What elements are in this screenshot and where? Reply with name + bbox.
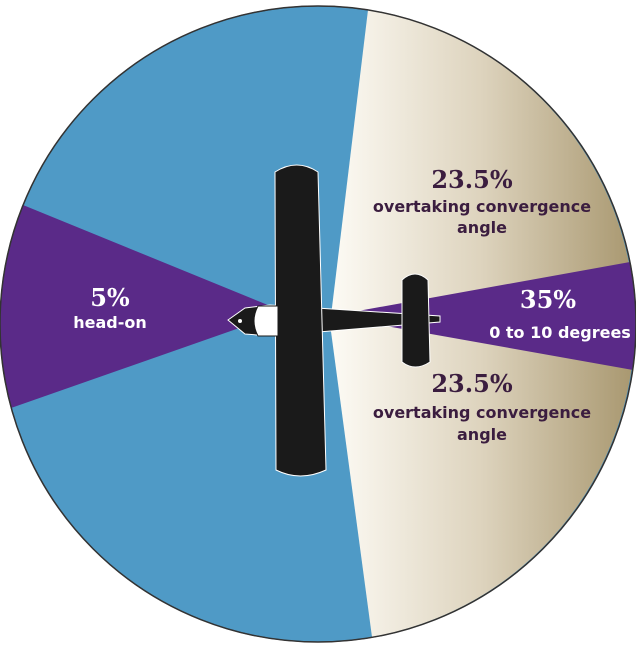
lower-label-2: angle xyxy=(457,425,507,444)
circle-outline xyxy=(0,5,636,643)
upper-percent: 23.5% xyxy=(431,165,512,194)
airplane xyxy=(227,164,441,477)
lower-label-1: overtaking convergence xyxy=(373,403,591,422)
upper-label-1: overtaking convergence xyxy=(373,197,591,216)
upper-label-2: angle xyxy=(457,218,507,237)
tail-label: 0 to 10 degrees xyxy=(489,323,631,342)
head-on-label: head-on xyxy=(73,313,147,332)
head-on-percent: 5% xyxy=(90,283,130,312)
tail-region xyxy=(330,262,636,370)
lower-percent: 23.5% xyxy=(431,369,512,398)
head-on-region xyxy=(0,205,285,408)
tail-percent: 35% xyxy=(520,285,576,314)
